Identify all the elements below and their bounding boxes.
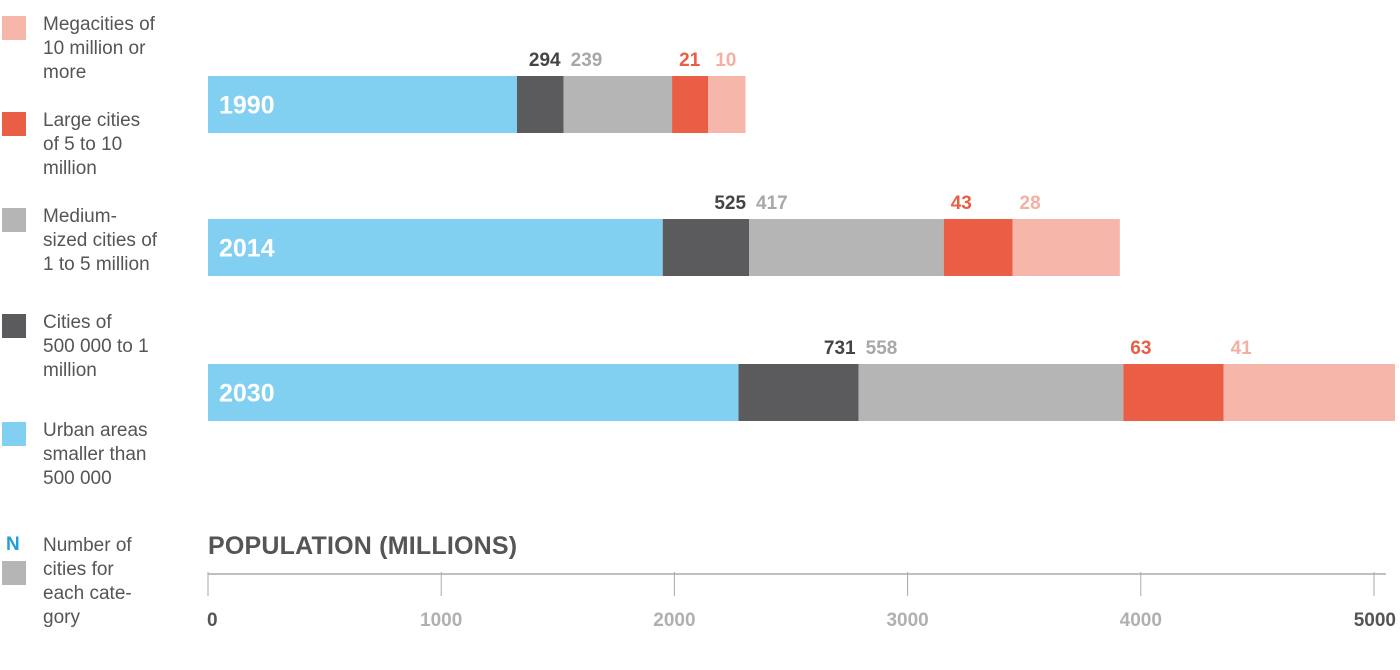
bar-segment-large-1990: [672, 76, 709, 133]
bar-segment-urban-1990: [208, 76, 517, 133]
legend-swatch: [2, 422, 26, 446]
bar-year-label: 2014: [219, 235, 275, 263]
bar-segment-mega-1990: [708, 76, 746, 133]
bar-segment-small-2030: [738, 364, 859, 421]
city-count-label: 10: [715, 50, 736, 71]
note-symbol: N: [6, 534, 20, 555]
bar-segment-medium-2030: [858, 364, 1124, 421]
legend-swatch: [2, 314, 26, 338]
bar-segment-medium-2014: [749, 219, 944, 276]
legend-swatch: [2, 208, 26, 232]
legend-label-line: more: [43, 62, 87, 83]
legend-label-line: million: [43, 360, 97, 381]
city-count-label: 21: [679, 50, 701, 71]
note-label-line: Number of: [43, 535, 132, 556]
city-count-label: 28: [1020, 193, 1041, 214]
bar-year-label: 1990: [219, 92, 275, 120]
note-label-line: cities for: [43, 559, 114, 580]
legend-label-line: million: [43, 158, 97, 179]
x-axis-tick-label: 2000: [653, 610, 695, 631]
bar-segment-mega-2030: [1223, 364, 1395, 421]
city-count-label: 239: [571, 50, 603, 71]
city-count-label: 63: [1130, 338, 1151, 359]
city-count-label: 41: [1231, 338, 1253, 359]
legend-label-line: 500 000 to 1: [43, 336, 149, 357]
city-count-label: 294: [529, 50, 561, 71]
bar-year-label: 2030: [219, 380, 275, 408]
city-count-label: 525: [714, 193, 746, 214]
legend-label-line: Urban areas: [43, 420, 148, 441]
legend-swatch: [2, 112, 26, 136]
bar-segment-large-2030: [1123, 364, 1224, 421]
legend-swatch: [2, 16, 26, 40]
bar-segment-urban-2030: [208, 364, 739, 421]
legend-label-line: sized cities of: [43, 230, 158, 251]
bar-segment-mega-2014: [1012, 219, 1120, 276]
legend-label: Megacities of 10 million or more: [43, 13, 183, 85]
legend-label-line: of 5 to 10: [43, 134, 123, 155]
bar-segment-medium-1990: [563, 76, 673, 133]
legend-label: Urban areas smaller than 500 000: [43, 419, 183, 491]
legend-label: Medium-sized cities of 1 to 5 million: [43, 205, 183, 277]
city-count-label: 43: [951, 193, 972, 214]
x-axis-tick-label: 3000: [886, 610, 928, 631]
x-axis-tick-label: 1000: [420, 610, 462, 631]
x-axis-tick-label: 4000: [1120, 610, 1162, 631]
legend-label-line: 1 to 5 million: [43, 254, 150, 275]
note-swatch: [2, 561, 26, 585]
legend-label-line: smaller than: [43, 444, 147, 465]
bar-segment-urban-2014: [208, 219, 663, 276]
x-axis-title: POPULATION (MILLIONS): [208, 532, 518, 560]
city-count-label: 417: [756, 193, 788, 214]
bar-segment-large-2014: [943, 219, 1013, 276]
legend-label-line: 10 million or: [43, 38, 146, 59]
city-count-label: 731: [824, 338, 856, 359]
legend-label-line: Cities of: [43, 312, 112, 333]
legend-label-line: Megacities of: [43, 14, 155, 35]
legend-label: Cities of 500 000 to 1 million: [43, 311, 183, 383]
x-axis-tick-label: 5000: [1354, 610, 1396, 631]
city-count-label: 558: [866, 338, 898, 359]
legend-label-line: Large cities: [43, 110, 141, 131]
legend-label-line: Medium-: [43, 206, 117, 227]
x-axis-tick-label: 0: [207, 610, 218, 631]
note-label: Number of cities for each cate-gory: [43, 534, 183, 630]
bar-segment-small-1990: [516, 76, 564, 133]
legend-label-line: 500 000: [43, 468, 112, 489]
bar-segment-small-2014: [662, 219, 750, 276]
note-label-line: each cate-: [43, 583, 132, 604]
legend-label: Large cities of 5 to 10 million: [43, 109, 183, 181]
note-label-line: gory: [43, 607, 80, 628]
